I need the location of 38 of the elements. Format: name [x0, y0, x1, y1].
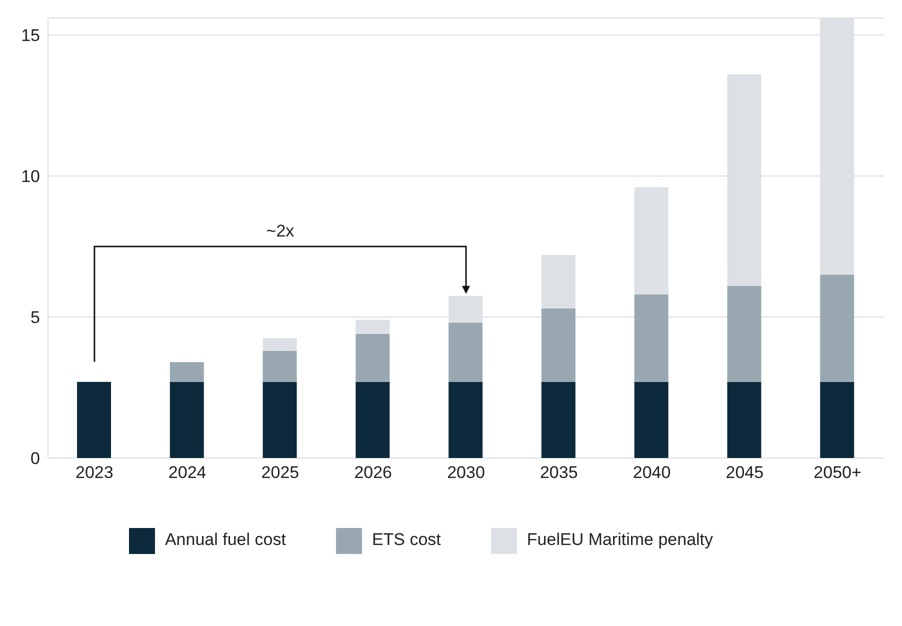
bar: [262, 350, 297, 382]
bar: [727, 382, 762, 458]
annotation: ~2x: [266, 221, 295, 240]
legend-label: ETS cost: [372, 530, 441, 550]
x-tick-label: 2025: [261, 463, 300, 482]
y-tick-label: 5: [30, 308, 40, 328]
bar: [634, 187, 668, 294]
bar: [541, 254, 576, 309]
y-tick-label: 0: [30, 449, 40, 468]
bar: [262, 338, 297, 351]
bar: [356, 334, 390, 382]
x-tick-label: 2026: [354, 463, 392, 482]
bar: [356, 320, 390, 334]
bar: [448, 322, 483, 382]
bar: [634, 382, 668, 458]
legend-label: FuelEU Maritime penalty: [526, 530, 714, 550]
x-tick-label: 2035: [540, 463, 578, 482]
bar: [634, 294, 668, 382]
x-tick-label: 2023: [76, 463, 114, 482]
bar: [262, 382, 297, 458]
x-tick-label: 2024: [168, 463, 206, 482]
y-tick-label: 10: [21, 166, 40, 186]
bar: [727, 286, 762, 382]
y-tick-label: 15: [21, 26, 40, 45]
x-tick-label: 2040: [632, 463, 671, 482]
bar: [356, 382, 390, 458]
bar: [820, 274, 854, 382]
bar: [541, 308, 576, 382]
bar: [541, 382, 576, 458]
bar: [170, 362, 204, 382]
bar: [448, 382, 483, 458]
x-tick-label: 2045: [726, 463, 764, 482]
bar: [820, 382, 854, 458]
legend-label: Annual fuel cost: [164, 530, 286, 550]
x-tick-label: 2030: [447, 463, 485, 482]
bar: [77, 382, 111, 458]
x-tick-label: 2050+: [814, 463, 862, 482]
bar: [170, 382, 204, 458]
